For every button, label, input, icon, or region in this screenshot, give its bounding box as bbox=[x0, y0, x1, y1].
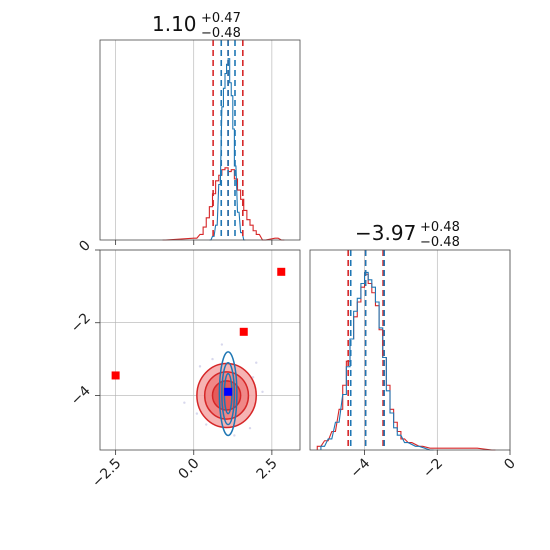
contour-y-tick-label-0: −4 bbox=[68, 383, 94, 409]
marker-red-2 bbox=[277, 267, 286, 276]
marker-red-1 bbox=[239, 327, 248, 336]
contour-y-tick-label-1: −2 bbox=[68, 310, 94, 336]
marker-red-0 bbox=[111, 371, 120, 380]
title-2-minus: −0.48 bbox=[420, 235, 460, 250]
sample-point-2 bbox=[205, 423, 208, 426]
hist2-x-tick-label-0: −4 bbox=[347, 455, 373, 481]
contour-blue-0 bbox=[218, 351, 238, 437]
contour-x-tick-label-1: 0.0 bbox=[176, 456, 203, 483]
title-param-2: −3.97 +0.48 −0.48 bbox=[355, 220, 460, 250]
histogram-param-2: −4 −2 0 bbox=[309, 249, 519, 482]
sample-point-4 bbox=[183, 401, 186, 404]
title-1-plus: +0.47 bbox=[201, 11, 241, 26]
sample-point-10 bbox=[195, 412, 199, 415]
title-2-plus: +0.48 bbox=[420, 220, 460, 235]
title-param-1: 1.10 +0.47 −0.48 bbox=[152, 11, 241, 41]
hist2-frame bbox=[309, 249, 511, 451]
contour-frame bbox=[99, 249, 301, 451]
sample-point-7 bbox=[233, 434, 236, 437]
hist1-frame bbox=[99, 39, 301, 241]
hist1-red-step bbox=[162, 167, 285, 241]
sample-point-9 bbox=[248, 426, 252, 430]
title-2-median: −3.97 bbox=[355, 221, 416, 245]
hist2-blue-step bbox=[320, 271, 434, 451]
marker-blue bbox=[224, 387, 233, 396]
contour-y-tick-label-2: 0 bbox=[76, 238, 94, 256]
sample-point-11 bbox=[255, 361, 258, 364]
contour-panel: −2.5 0.0 2.5 −4 −2 0 bbox=[68, 238, 301, 491]
hist2-x-tick-label-1: −2 bbox=[420, 456, 446, 482]
histogram-param-1 bbox=[99, 39, 301, 245]
contour-x-tick-label-2: 2.5 bbox=[254, 456, 281, 483]
title-1-minus: −0.48 bbox=[201, 26, 241, 41]
contour-x-tick-label-0: −2.5 bbox=[89, 456, 124, 491]
sample-point-8 bbox=[211, 357, 214, 361]
sample-point-5 bbox=[261, 390, 264, 394]
contour-blue-1 bbox=[221, 361, 236, 426]
title-1-median: 1.10 bbox=[152, 12, 197, 36]
sample-point-1 bbox=[251, 376, 255, 379]
hist2-red-step bbox=[316, 273, 496, 451]
sample-point-6 bbox=[220, 343, 224, 346]
sample-point-0 bbox=[198, 365, 202, 368]
hist2-x-tick-label-2: 0 bbox=[501, 456, 519, 474]
